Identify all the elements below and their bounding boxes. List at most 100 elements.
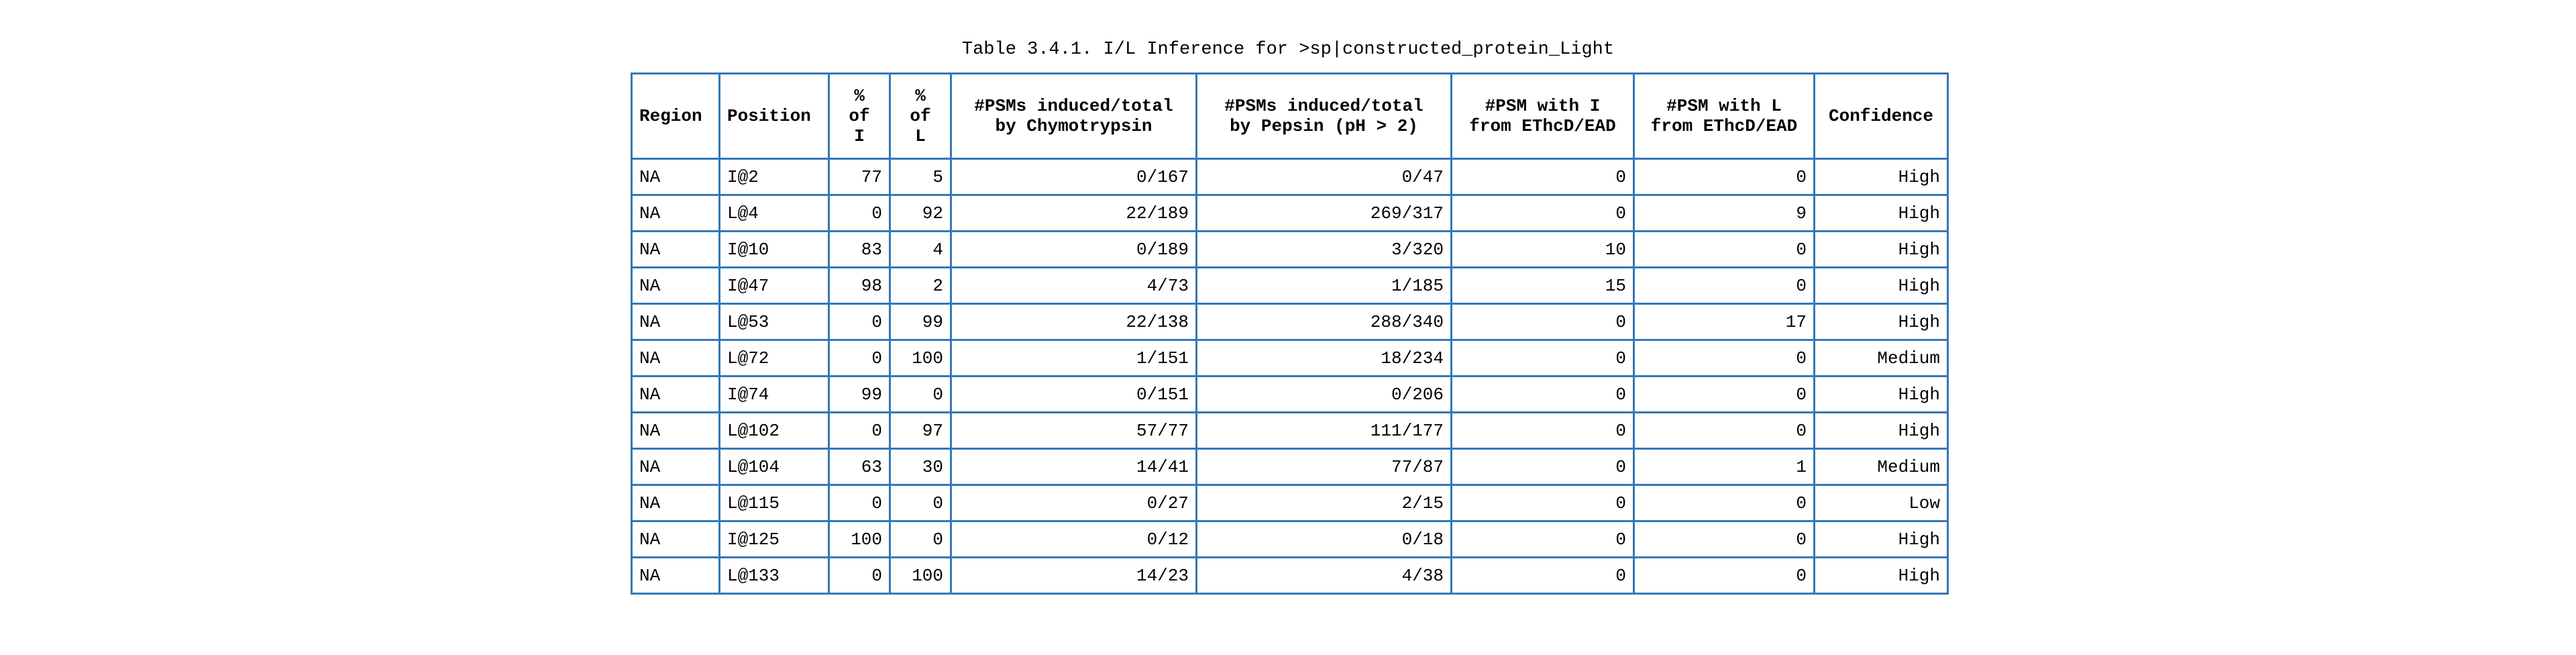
percent-l-cell: 5 bbox=[889, 158, 952, 196]
psm-with-i-cell: 0 bbox=[1450, 339, 1635, 377]
confidence-cell: High bbox=[1813, 158, 1949, 196]
table-row: NA L@102 0 97 57/77 111/177 0 0 High bbox=[631, 411, 1949, 450]
percent-l-cell: 4 bbox=[889, 230, 952, 268]
position-cell: L@102 bbox=[718, 411, 830, 450]
confidence-cell: High bbox=[1813, 556, 1949, 595]
position-cell: L@4 bbox=[718, 194, 830, 232]
table-row: NA L@72 0 100 1/151 18/234 0 0 Medium bbox=[631, 339, 1949, 377]
region-cell: NA bbox=[631, 520, 720, 558]
percent-i-cell: 0 bbox=[828, 556, 891, 595]
column-header-region: Region bbox=[631, 72, 720, 160]
psm-with-i-cell: 0 bbox=[1450, 520, 1635, 558]
chymotrypsin-cell: 0/27 bbox=[950, 484, 1197, 522]
chymotrypsin-cell: 14/23 bbox=[950, 556, 1197, 595]
percent-i-cell: 63 bbox=[828, 448, 891, 486]
position-cell: L@133 bbox=[718, 556, 830, 595]
pepsin-cell: 288/340 bbox=[1195, 303, 1452, 341]
region-cell: NA bbox=[631, 303, 720, 341]
table-row: NA I@125 100 0 0/12 0/18 0 0 High bbox=[631, 520, 1949, 558]
region-cell: NA bbox=[631, 484, 720, 522]
confidence-cell: High bbox=[1813, 411, 1949, 450]
confidence-cell: Medium bbox=[1813, 448, 1949, 486]
position-cell: I@47 bbox=[718, 266, 830, 305]
table-caption: Table 3.4.1. I/L Inference for >sp|const… bbox=[961, 40, 1615, 60]
psm-with-i-cell: 0 bbox=[1450, 158, 1635, 196]
column-header-psm-with-l: #PSM with L from EThcD/EAD bbox=[1633, 72, 1815, 160]
percent-l-cell: 99 bbox=[889, 303, 952, 341]
psm-with-l-cell: 0 bbox=[1633, 339, 1815, 377]
region-cell: NA bbox=[631, 194, 720, 232]
table-row: NA I@47 98 2 4/73 1/185 15 0 High bbox=[631, 266, 1949, 305]
region-cell: NA bbox=[631, 230, 720, 268]
pepsin-cell: 0/206 bbox=[1195, 375, 1452, 413]
psm-with-l-cell: 0 bbox=[1633, 484, 1815, 522]
confidence-cell: High bbox=[1813, 194, 1949, 232]
psm-with-l-cell: 0 bbox=[1633, 520, 1815, 558]
chymotrypsin-cell: 22/138 bbox=[950, 303, 1197, 341]
pepsin-cell: 4/38 bbox=[1195, 556, 1452, 595]
percent-i-cell: 0 bbox=[828, 339, 891, 377]
confidence-cell: Medium bbox=[1813, 339, 1949, 377]
psm-with-i-cell: 0 bbox=[1450, 484, 1635, 522]
pepsin-cell: 269/317 bbox=[1195, 194, 1452, 232]
pepsin-cell: 77/87 bbox=[1195, 448, 1452, 486]
percent-l-cell: 30 bbox=[889, 448, 952, 486]
column-header-position: Position bbox=[718, 72, 830, 160]
psm-with-l-cell: 17 bbox=[1633, 303, 1815, 341]
position-cell: I@125 bbox=[718, 520, 830, 558]
psm-with-i-cell: 10 bbox=[1450, 230, 1635, 268]
column-header-percent-l: % of L bbox=[889, 72, 952, 160]
percent-i-cell: 0 bbox=[828, 194, 891, 232]
pepsin-cell: 2/15 bbox=[1195, 484, 1452, 522]
percent-l-cell: 92 bbox=[889, 194, 952, 232]
psm-with-l-cell: 1 bbox=[1633, 448, 1815, 486]
pepsin-cell: 0/47 bbox=[1195, 158, 1452, 196]
chymotrypsin-cell: 0/12 bbox=[950, 520, 1197, 558]
psm-with-l-cell: 9 bbox=[1633, 194, 1815, 232]
percent-i-cell: 83 bbox=[828, 230, 891, 268]
confidence-cell: High bbox=[1813, 520, 1949, 558]
pepsin-cell: 18/234 bbox=[1195, 339, 1452, 377]
column-header-pepsin: #PSMs induced/total by Pepsin (pH > 2) bbox=[1195, 72, 1452, 160]
chymotrypsin-cell: 0/151 bbox=[950, 375, 1197, 413]
pepsin-cell: 1/185 bbox=[1195, 266, 1452, 305]
column-header-psm-with-i: #PSM with I from EThcD/EAD bbox=[1450, 72, 1635, 160]
percent-i-cell: 0 bbox=[828, 303, 891, 341]
table-row: NA I@74 99 0 0/151 0/206 0 0 High bbox=[631, 375, 1949, 413]
confidence-cell: Low bbox=[1813, 484, 1949, 522]
confidence-cell: High bbox=[1813, 303, 1949, 341]
table-row: NA L@104 63 30 14/41 77/87 0 1 Medium bbox=[631, 448, 1949, 486]
confidence-cell: High bbox=[1813, 266, 1949, 305]
percent-l-cell: 2 bbox=[889, 266, 952, 305]
percent-l-cell: 0 bbox=[889, 375, 952, 413]
position-cell: L@104 bbox=[718, 448, 830, 486]
position-cell: I@74 bbox=[718, 375, 830, 413]
column-header-percent-i: % of I bbox=[828, 72, 891, 160]
percent-l-cell: 100 bbox=[889, 556, 952, 595]
table-row: NA L@4 0 92 22/189 269/317 0 9 High bbox=[631, 194, 1949, 232]
percent-i-cell: 0 bbox=[828, 484, 891, 522]
table-row: NA I@2 77 5 0/167 0/47 0 0 High bbox=[631, 158, 1949, 196]
position-cell: I@2 bbox=[718, 158, 830, 196]
psm-with-i-cell: 0 bbox=[1450, 411, 1635, 450]
pepsin-cell: 111/177 bbox=[1195, 411, 1452, 450]
chymotrypsin-cell: 1/151 bbox=[950, 339, 1197, 377]
position-cell: L@53 bbox=[718, 303, 830, 341]
region-cell: NA bbox=[631, 375, 720, 413]
percent-i-cell: 0 bbox=[828, 411, 891, 450]
chymotrypsin-cell: 14/41 bbox=[950, 448, 1197, 486]
table-row: NA L@115 0 0 0/27 2/15 0 0 Low bbox=[631, 484, 1949, 522]
psm-with-i-cell: 0 bbox=[1450, 303, 1635, 341]
table-header-row: Region Position % of I % of L #PSMs indu… bbox=[631, 72, 1949, 160]
psm-with-i-cell: 0 bbox=[1450, 194, 1635, 232]
region-cell: NA bbox=[631, 448, 720, 486]
psm-with-l-cell: 0 bbox=[1633, 266, 1815, 305]
column-header-chymotrypsin: #PSMs induced/total by Chymotrypsin bbox=[950, 72, 1197, 160]
percent-l-cell: 100 bbox=[889, 339, 952, 377]
pepsin-cell: 3/320 bbox=[1195, 230, 1452, 268]
psm-with-i-cell: 0 bbox=[1450, 556, 1635, 595]
psm-with-l-cell: 0 bbox=[1633, 375, 1815, 413]
percent-i-cell: 77 bbox=[828, 158, 891, 196]
psm-with-l-cell: 0 bbox=[1633, 556, 1815, 595]
chymotrypsin-cell: 0/167 bbox=[950, 158, 1197, 196]
